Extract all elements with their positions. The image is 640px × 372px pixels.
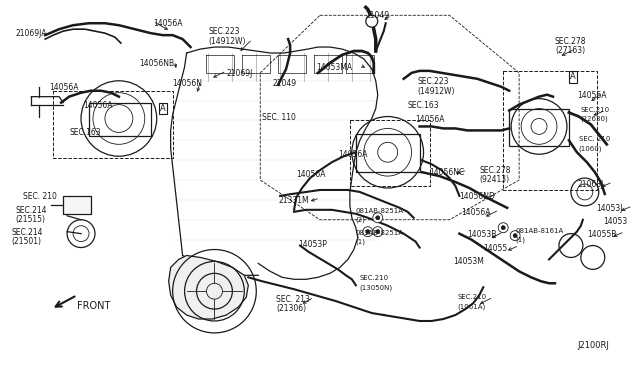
Text: SEC. 213: SEC. 213	[276, 295, 310, 304]
Text: 21069JA: 21069JA	[15, 29, 47, 38]
Text: 14056ND: 14056ND	[460, 192, 495, 201]
Bar	[53, 91, 173, 158]
Text: 14056A: 14056A	[153, 19, 182, 28]
Text: SEC.214: SEC.214	[15, 206, 47, 215]
Text: A: A	[570, 72, 576, 81]
Text: 14056N: 14056N	[173, 79, 203, 88]
Text: SEC.223: SEC.223	[209, 27, 240, 36]
Text: SEC.210: SEC.210	[360, 275, 389, 281]
Text: SEC.278: SEC.278	[555, 37, 586, 46]
Text: (2): (2)	[356, 217, 365, 223]
Circle shape	[363, 227, 372, 237]
Text: (1): (1)	[356, 238, 366, 245]
Text: 14056A: 14056A	[577, 91, 606, 100]
Text: 14053: 14053	[603, 217, 627, 226]
Circle shape	[366, 230, 370, 234]
Circle shape	[513, 234, 517, 238]
Circle shape	[498, 223, 508, 232]
Text: (14912W): (14912W)	[209, 37, 246, 46]
Text: SEC.163: SEC.163	[69, 128, 100, 137]
Text: 21049: 21049	[366, 11, 390, 20]
Text: FRONT: FRONT	[77, 301, 111, 311]
Text: (92413): (92413)	[479, 175, 509, 184]
Text: 21068J: 21068J	[578, 180, 604, 189]
Circle shape	[501, 226, 505, 230]
Text: (1061A): (1061A)	[458, 303, 486, 310]
Text: 14053B: 14053B	[467, 230, 497, 239]
Text: SEC.214: SEC.214	[12, 228, 43, 237]
Text: 081AB-8161A: 081AB-8161A	[515, 228, 563, 234]
Text: (14912W): (14912W)	[417, 87, 455, 96]
Text: 14056NC: 14056NC	[429, 168, 465, 177]
Text: J2100RJ: J2100RJ	[577, 341, 609, 350]
Polygon shape	[169, 256, 248, 319]
Text: 14056A: 14056A	[296, 170, 326, 179]
Circle shape	[366, 15, 378, 27]
Circle shape	[376, 216, 380, 220]
Text: 14056A: 14056A	[461, 208, 491, 217]
Circle shape	[510, 231, 520, 241]
Text: 081AB-8251A: 081AB-8251A	[356, 208, 404, 214]
Text: SEC.210: SEC.210	[581, 107, 610, 113]
Text: SEC.163: SEC.163	[408, 101, 439, 110]
Text: A: A	[160, 104, 166, 113]
Text: SEC.210: SEC.210	[458, 294, 486, 300]
Text: 14053MA: 14053MA	[316, 63, 352, 72]
Text: 14055B: 14055B	[587, 230, 616, 239]
Text: (21515): (21515)	[15, 215, 45, 224]
Text: (1060): (1060)	[579, 145, 602, 152]
Text: (21306): (21306)	[276, 304, 307, 313]
Bar	[350, 121, 429, 186]
Text: 21331M: 21331M	[278, 196, 309, 205]
Bar	[63, 196, 91, 214]
Text: (22630): (22630)	[581, 116, 609, 122]
Text: 14056A: 14056A	[49, 83, 79, 92]
Text: 14055: 14055	[483, 244, 508, 253]
Text: (1): (1)	[515, 237, 525, 243]
Text: 21069J: 21069J	[227, 69, 253, 78]
Text: 14053J: 14053J	[596, 204, 622, 213]
Circle shape	[372, 227, 383, 237]
Bar	[356, 134, 420, 172]
Circle shape	[372, 213, 383, 223]
Bar	[89, 103, 151, 137]
Text: 14056A: 14056A	[83, 101, 113, 110]
Bar	[509, 109, 569, 146]
Text: 14056NB: 14056NB	[139, 59, 174, 68]
Text: 081AB-8251A: 081AB-8251A	[356, 230, 404, 236]
Text: SEC.278: SEC.278	[479, 166, 511, 175]
Text: 14056A: 14056A	[338, 150, 367, 159]
Text: SEC.223: SEC.223	[417, 77, 449, 86]
Text: SEC. 110: SEC. 110	[262, 113, 296, 122]
Bar	[503, 71, 596, 190]
Text: (13050N): (13050N)	[360, 284, 393, 291]
Text: SEC. 210: SEC. 210	[23, 192, 57, 201]
Text: (27163): (27163)	[555, 46, 585, 55]
Text: (21501): (21501)	[12, 237, 42, 246]
Text: 14056A: 14056A	[415, 115, 445, 124]
Text: SEC. 210: SEC. 210	[579, 137, 611, 142]
Text: 14053M: 14053M	[453, 257, 484, 266]
Text: 14053P: 14053P	[298, 240, 327, 248]
Text: 21049: 21049	[272, 79, 296, 88]
Circle shape	[376, 230, 380, 234]
